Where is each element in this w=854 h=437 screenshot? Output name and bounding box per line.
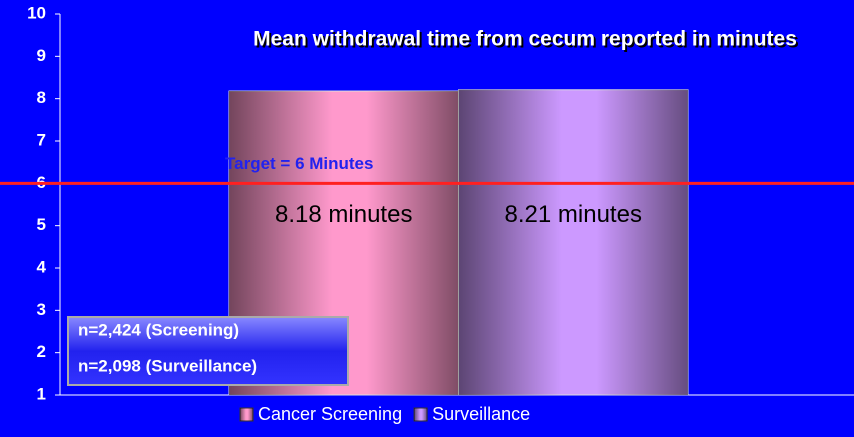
y-tick-label: 8 [37, 88, 46, 107]
value-label: 8.21 minutes [504, 201, 642, 228]
legend-swatch-shade [414, 408, 428, 421]
chart-title: Mean withdrawal time from cecum reported… [255, 30, 799, 53]
y-tick-label: 3 [37, 300, 46, 319]
y-tick-label: 4 [37, 257, 47, 276]
legend-label: Surveillance [432, 404, 530, 424]
target-label: Target = 6 Minutes [225, 154, 373, 173]
value-label: 8.18 minutes [275, 201, 413, 228]
y-tick-label: 9 [37, 46, 46, 65]
y-tick-label: 10 [27, 3, 46, 22]
annotation: n=2,424 (Screening) [78, 320, 239, 339]
y-tick-label: 5 [37, 215, 46, 234]
annotation: n=2,098 (Surveillance) [78, 356, 257, 375]
y-tick-label: 2 [37, 342, 46, 361]
legend-label: Cancer Screening [258, 404, 402, 424]
bar-shade [458, 89, 688, 395]
annotation-box [67, 316, 349, 386]
legend-swatch-shade [240, 408, 253, 421]
y-tick-label: 7 [37, 130, 46, 149]
y-tick-label: 1 [37, 384, 46, 403]
chart-title: Mean withdrawal time from cecum reported… [253, 28, 797, 51]
